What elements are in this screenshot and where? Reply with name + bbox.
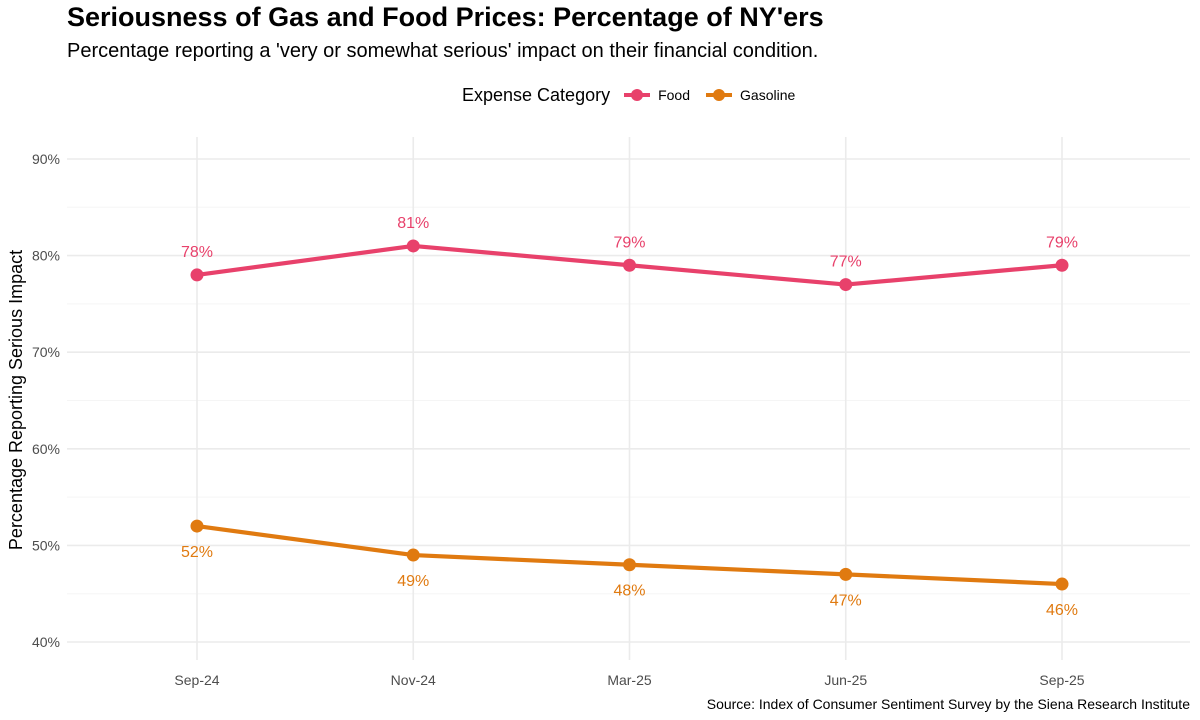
axes: 40% 50% 60% 70% 80% 90% Sep-24 Nov-24 Mar-25 Jun-…: [32, 151, 1085, 688]
x-tick-label: Jun-25: [824, 672, 867, 688]
data-point-gasoline: [190, 519, 204, 533]
data-point-gasoline: [623, 558, 636, 572]
legend: Expense Category Food Gasoline: [462, 84, 809, 106]
data-label-gasoline: 47%: [830, 592, 862, 609]
data-label-food: 79%: [1046, 234, 1078, 251]
data-point-food: [1055, 258, 1069, 272]
data-label-gasoline: 52%: [181, 544, 213, 561]
grid: [67, 137, 1190, 660]
chart-title: Seriousness of Gas and Food Prices: Perc…: [67, 2, 824, 32]
chart-subtitle: Percentage reporting a 'very or somewhat…: [67, 40, 819, 62]
data-point-food: [406, 239, 420, 253]
data-labels: 78% 81% 79% 77% 79% 52% 49% 48% 47% 46%: [181, 215, 1078, 619]
data-label-food: 78%: [181, 244, 213, 261]
data-label-food: 77%: [830, 254, 862, 271]
data-label-gasoline: 49%: [397, 573, 429, 590]
y-tick-label: 60%: [32, 441, 60, 457]
legend-key-food: [624, 89, 651, 101]
series: [190, 239, 1069, 591]
data-point-gasoline: [1055, 577, 1069, 591]
data-point-gasoline: [839, 567, 853, 581]
legend-label-gasoline: Gasoline: [740, 87, 796, 103]
x-tick-label: Mar-25: [607, 672, 652, 688]
y-axis-label: Percentage Reporting Serious Impact: [6, 250, 26, 550]
y-tick-label: 80%: [32, 248, 60, 264]
data-label-food: 81%: [397, 215, 429, 232]
data-point-food: [623, 258, 636, 272]
data-point-food: [190, 268, 204, 282]
legend-label-food: Food: [658, 87, 691, 103]
y-tick-label: 40%: [32, 634, 60, 650]
y-tick-label: 90%: [32, 151, 60, 167]
x-tick-label: Sep-24: [174, 672, 219, 688]
y-tick-label: 70%: [32, 344, 60, 360]
y-tick-label: 50%: [32, 537, 60, 553]
data-label-gasoline: 48%: [613, 583, 645, 600]
data-point-food: [839, 278, 853, 292]
data-label-food: 79%: [613, 234, 645, 251]
data-label-gasoline: 46%: [1046, 602, 1078, 619]
x-tick-label: Nov-24: [391, 672, 436, 688]
legend-title: Expense Category: [462, 84, 611, 105]
source-caption: Source: Index of Consumer Sentiment Surv…: [706, 696, 1190, 712]
legend-key-gasoline: [706, 89, 733, 101]
data-point-gasoline: [406, 548, 420, 562]
x-tick-label: Sep-25: [1039, 672, 1084, 688]
